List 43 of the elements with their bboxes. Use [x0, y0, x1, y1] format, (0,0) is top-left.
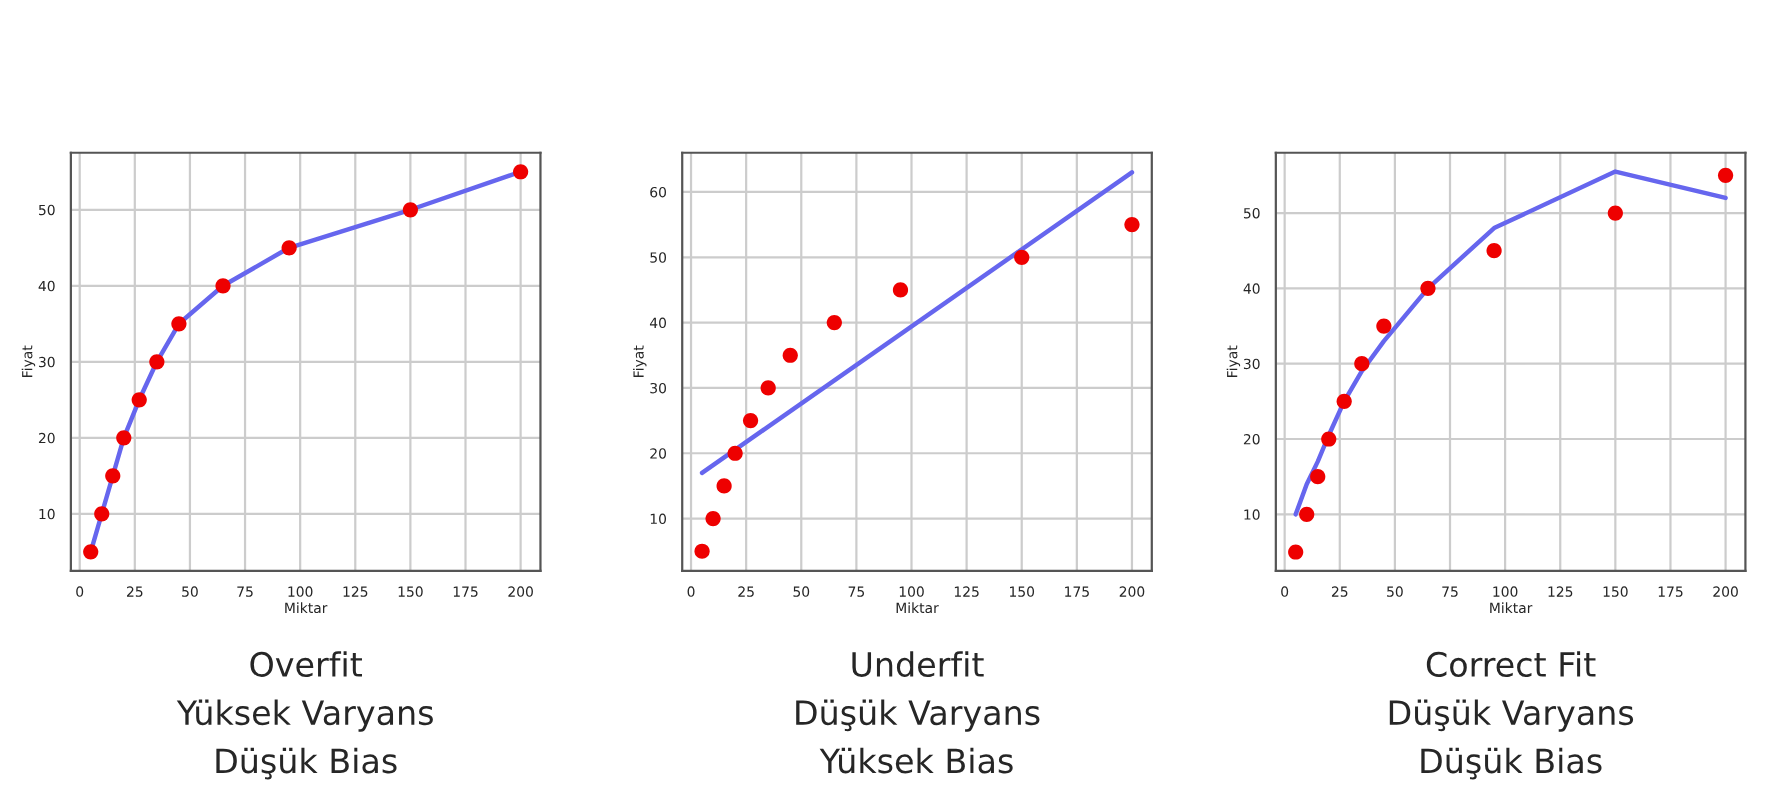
point — [760, 380, 776, 396]
point — [1354, 356, 1370, 372]
point — [513, 164, 529, 180]
point — [705, 510, 721, 527]
point — [149, 354, 165, 370]
point — [826, 315, 842, 331]
text: Düşük Bias — [1421, 747, 1602, 780]
text: Yüksek Varyans — [176, 699, 433, 732]
point — [83, 544, 99, 560]
point — [215, 278, 231, 294]
point — [281, 240, 297, 256]
point — [1321, 431, 1337, 447]
point — [105, 468, 121, 484]
text: Düşük Varyans — [796, 699, 1040, 732]
line-series — [1293, 169, 1728, 517]
point — [1310, 469, 1326, 485]
point — [892, 282, 909, 298]
point — [1376, 318, 1392, 334]
text: Düşük Bias — [216, 747, 397, 780]
point — [727, 445, 743, 461]
text: Yüksek Bias — [819, 747, 1013, 774]
point — [782, 347, 798, 363]
point — [1420, 280, 1436, 296]
point — [94, 506, 110, 522]
point — [116, 430, 132, 446]
point — [1014, 249, 1030, 265]
point — [1717, 167, 1734, 183]
point — [1288, 544, 1304, 560]
point — [1486, 243, 1502, 259]
point — [716, 478, 732, 494]
point — [1299, 506, 1315, 522]
point — [402, 202, 418, 218]
point — [1336, 393, 1352, 409]
text: Underfit — [852, 651, 984, 677]
point — [1124, 217, 1140, 233]
text: Correct Fit — [1426, 651, 1596, 677]
text: Overfit — [250, 651, 362, 677]
point — [131, 392, 147, 408]
point — [694, 543, 710, 559]
point — [742, 412, 759, 429]
point — [1607, 205, 1623, 221]
text: Düşük Varyans — [1389, 699, 1634, 732]
point — [171, 316, 187, 332]
